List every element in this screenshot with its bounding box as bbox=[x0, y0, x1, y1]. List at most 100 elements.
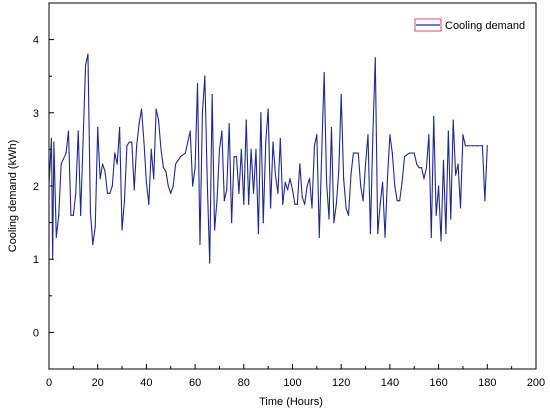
data-point bbox=[67, 130, 70, 132]
data-point bbox=[316, 134, 318, 136]
data-point bbox=[318, 236, 320, 238]
y-axis-title: Cooling demand (kWh) bbox=[7, 140, 19, 253]
data-point bbox=[413, 152, 415, 154]
data-point bbox=[228, 123, 230, 125]
data-point bbox=[184, 152, 186, 154]
data-point bbox=[94, 225, 96, 227]
data-point bbox=[136, 145, 138, 147]
data-point bbox=[265, 141, 267, 143]
data-point bbox=[399, 200, 401, 202]
data-point bbox=[235, 156, 238, 158]
data-point bbox=[209, 262, 211, 264]
data-point bbox=[119, 126, 121, 129]
data-point bbox=[145, 181, 147, 183]
data-point bbox=[65, 152, 67, 154]
data-point bbox=[335, 203, 337, 205]
data-point bbox=[269, 207, 272, 209]
data-point bbox=[440, 240, 442, 242]
data-point bbox=[213, 229, 216, 231]
data-point bbox=[362, 200, 364, 202]
x-tick-label: 0 bbox=[46, 377, 52, 389]
data-point bbox=[386, 178, 389, 180]
y-tick-label: 1 bbox=[33, 254, 39, 266]
data-point bbox=[48, 185, 50, 187]
data-point bbox=[389, 134, 391, 136]
data-point bbox=[148, 203, 150, 205]
data-point bbox=[382, 181, 384, 183]
data-point bbox=[206, 181, 208, 183]
data-point bbox=[282, 203, 284, 205]
data-point bbox=[196, 82, 199, 85]
data-point bbox=[435, 214, 437, 216]
data-point bbox=[416, 163, 418, 165]
data-point bbox=[221, 130, 223, 132]
data-point bbox=[179, 156, 182, 158]
data-point bbox=[379, 203, 381, 205]
data-point bbox=[250, 148, 252, 150]
data-point bbox=[464, 145, 466, 147]
series-points bbox=[48, 53, 488, 264]
data-point bbox=[240, 148, 242, 150]
data-point bbox=[218, 148, 221, 150]
data-point bbox=[304, 203, 306, 205]
x-tick-label: 20 bbox=[92, 377, 104, 389]
data-point bbox=[101, 163, 104, 165]
data-point bbox=[157, 119, 160, 121]
data-point bbox=[372, 134, 374, 136]
data-point bbox=[484, 200, 486, 202]
data-point bbox=[450, 218, 452, 220]
x-tick-label: 40 bbox=[140, 377, 152, 389]
data-point bbox=[72, 214, 74, 216]
data-point bbox=[289, 178, 291, 180]
data-point bbox=[114, 152, 116, 154]
y-tick-label: 4 bbox=[33, 35, 39, 47]
data-point bbox=[252, 192, 255, 194]
data-point bbox=[75, 192, 77, 194]
data-point bbox=[296, 203, 298, 205]
data-point bbox=[172, 185, 174, 187]
data-point bbox=[92, 243, 94, 246]
data-point bbox=[418, 167, 420, 169]
legend: Cooling demand bbox=[414, 18, 525, 32]
data-point bbox=[189, 130, 191, 132]
data-point bbox=[428, 134, 430, 136]
data-point bbox=[272, 141, 274, 143]
data-point bbox=[323, 71, 325, 74]
data-point bbox=[116, 163, 118, 165]
x-tick-label: 200 bbox=[527, 377, 545, 389]
data-point bbox=[459, 207, 462, 209]
y-axis: 0 1 2 3 4 bbox=[33, 2, 54, 370]
data-point bbox=[140, 108, 143, 110]
data-point bbox=[248, 203, 250, 205]
data-point bbox=[364, 163, 367, 165]
data-point bbox=[396, 200, 398, 202]
data-point bbox=[306, 185, 308, 187]
data-point bbox=[106, 192, 109, 194]
data-point bbox=[262, 222, 264, 224]
data-point bbox=[455, 174, 457, 176]
data-point bbox=[430, 236, 432, 238]
data-point bbox=[287, 189, 289, 191]
data-point bbox=[274, 174, 277, 176]
data-point bbox=[255, 148, 257, 150]
data-point bbox=[420, 167, 423, 169]
data-point bbox=[50, 137, 53, 140]
data-point bbox=[445, 232, 447, 235]
data-point bbox=[267, 108, 269, 110]
data-point bbox=[175, 163, 177, 165]
data-point bbox=[245, 119, 247, 121]
legend-label: Cooling demand bbox=[445, 20, 525, 32]
data-point bbox=[299, 163, 301, 165]
data-point bbox=[84, 64, 87, 66]
data-point bbox=[442, 159, 445, 161]
data-point bbox=[97, 126, 99, 129]
data-point bbox=[291, 189, 294, 191]
data-point bbox=[452, 119, 454, 121]
data-point bbox=[308, 178, 311, 180]
data-point bbox=[277, 192, 279, 194]
data-point bbox=[155, 108, 157, 110]
data-point bbox=[99, 178, 101, 180]
x-tick-label: 60 bbox=[189, 377, 201, 389]
data-point bbox=[467, 145, 469, 147]
data-point bbox=[160, 148, 162, 150]
